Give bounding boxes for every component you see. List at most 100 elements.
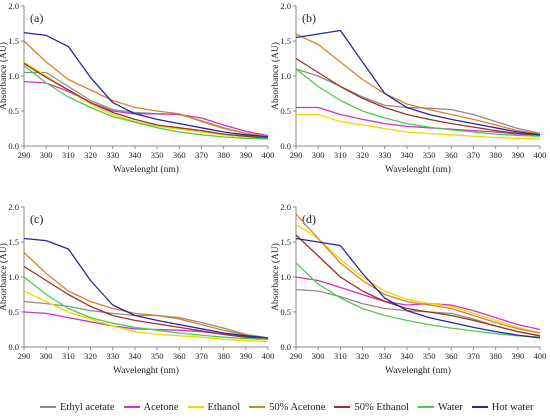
x-tick-label: 330 [378,351,391,361]
x-tick-label: 400 [534,150,547,160]
series-line-water [23,276,269,340]
x-axis-label: Wavelenght (nm) [385,164,451,175]
panel-label: (c) [30,212,43,226]
x-tick-label: 300 [40,150,53,160]
legend-item: Hot water [471,401,534,413]
legend-label: Acetone [143,401,179,413]
y-tick-label: 0.0 [280,342,291,352]
x-tick-label: 310 [334,351,347,361]
series-line-50-acetone [295,33,541,135]
series-line-acetone [295,276,541,331]
panel-label: (a) [30,11,43,25]
chart-svg: 290 300 310 320 330 340 350 360 370 380 390 400 0.0 0… [0,1,547,376]
y-tick-label: 1.5 [280,36,291,46]
y-tick-label: 0.0 [8,342,19,352]
x-axis-label: Wavelenght (nm) [113,365,179,376]
legend-item: Water [417,402,463,413]
series-line-50-ethanol [23,62,269,139]
legend-item: Ethanol [187,401,241,413]
legend-swatch [249,406,266,408]
x-tick-label: 300 [40,351,53,361]
x-tick-label: 340 [129,150,142,160]
series-line-ethyl-acetate [295,288,541,337]
x-tick-label: 340 [129,351,142,361]
x-tick-label: 400 [534,351,547,361]
y-tick-label: 2.0 [280,1,291,11]
y-tick-label: 1.0 [8,272,19,282]
x-tick-label: 370 [195,351,208,361]
legend: Ethyl acetate Acetone Ethanol 50% Acetone 50… [40,398,550,416]
y-tick-label: 1.0 [8,71,19,81]
y-tick-label: 0.5 [280,307,291,317]
x-tick-label: 400 [262,150,275,160]
y-tick-label: 1.5 [8,237,19,247]
legend-swatch [123,406,140,408]
x-tick-label: 320 [84,351,97,361]
series-line-water [23,64,269,140]
x-tick-label: 290 [18,150,31,160]
series-line-acetone [23,80,269,137]
legend-swatch [187,406,204,408]
legend-item: Acetone [123,401,179,413]
x-tick-label: 340 [401,351,414,361]
y-axis-label: Absorbance (AU) [0,42,9,110]
x-tick-label: 320 [356,150,369,160]
legend-item: 50% Ethanol [334,402,409,413]
x-tick-label: 350 [423,150,436,160]
legend-swatch [40,406,56,408]
y-tick-label: 2.0 [8,202,19,212]
y-axis-label: Absorbance (AU) [270,243,281,311]
y-tick-label: 1.0 [280,71,291,81]
y-axis-label: Absorbance (AU) [270,42,281,110]
panel-label: (d) [302,212,316,226]
series-line-50-acetone [23,40,269,137]
legend-swatch [417,406,434,408]
x-tick-label: 390 [239,351,252,361]
series-line-water [295,68,541,137]
x-tick-label: 380 [217,150,230,160]
x-tick-label: 370 [467,150,480,160]
legend-label: Ethanol [207,401,241,413]
x-tick-label: 360 [445,351,458,361]
x-tick-label: 370 [195,150,208,160]
x-tick-label: 360 [173,150,186,160]
series-line-water [295,262,541,338]
x-tick-label: 380 [489,150,502,160]
series-line-hot-water [23,31,269,138]
x-tick-label: 350 [151,150,164,160]
y-tick-label: 2.0 [8,1,19,11]
panel-3: 290 300 310 320 330 340 350 360 370 380 390 400 0.0 0… [270,202,546,376]
x-tick-label: 400 [262,351,275,361]
x-tick-label: 310 [334,150,347,160]
series-line-ethanol [23,290,269,343]
x-tick-label: 380 [489,351,502,361]
x-tick-label: 360 [445,150,458,160]
x-tick-label: 330 [106,150,119,160]
legend-swatch [471,406,488,408]
x-tick-label: 370 [467,351,480,361]
x-tick-label: 380 [217,351,230,361]
series-line-ethanol [296,113,541,140]
x-tick-label: 330 [106,351,119,361]
x-tick-label: 330 [378,150,391,160]
series-line-ethanol [295,223,541,334]
y-tick-label: 1.0 [280,272,291,282]
legend-label: Hot water [491,401,534,413]
x-tick-label: 350 [423,351,436,361]
y-tick-label: 0.5 [280,106,291,116]
x-tick-label: 320 [356,351,369,361]
x-tick-label: 350 [151,351,164,361]
x-tick-label: 340 [401,150,414,160]
x-tick-label: 290 [290,150,303,160]
x-tick-label: 290 [290,351,303,361]
y-tick-label: 1.5 [8,36,19,46]
y-tick-label: 2.0 [280,202,291,212]
legend-item: 50% Acetone [249,402,325,413]
x-tick-label: 310 [62,150,75,160]
panel-0: 290 300 310 320 330 340 350 360 370 380 390 400 0.0 0… [0,1,274,175]
series-line-ethyl-acetate [295,68,541,135]
series-line-hot-water [23,237,269,339]
panel-2: 290 300 310 320 330 340 350 360 370 380 390 400 0.0 0… [0,202,274,376]
series-line-50-acetone [23,252,269,340]
